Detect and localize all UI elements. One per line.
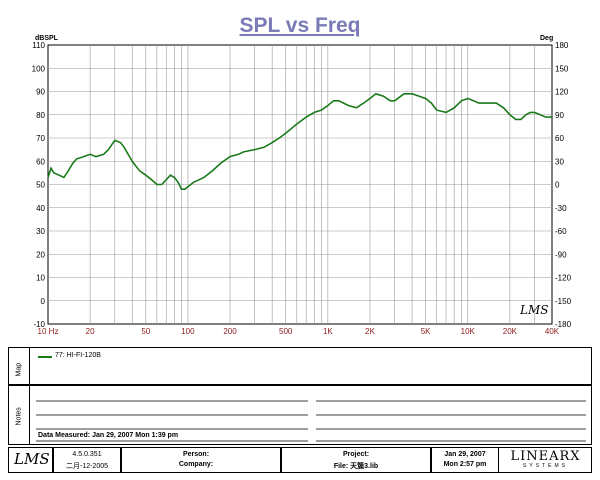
x-tick-label: 500 (279, 327, 293, 336)
footer-logo-cell (8, 447, 53, 473)
y-tick-label: 50 (36, 181, 45, 190)
legend-entry: 77: HI-FI-120B (55, 352, 101, 359)
map-label: Map (15, 362, 23, 377)
x-tick-label: 20 (86, 327, 95, 336)
y-tick-label: 90 (36, 88, 45, 97)
chart-title: SPL vs Freq (239, 14, 361, 37)
y-tick-label: 60 (36, 157, 45, 166)
x-tick-label: 1K (323, 327, 333, 336)
spl-plot: 1101009080706050403020100-10180150120906… (32, 41, 572, 336)
y2-tick-label: -180 (555, 320, 572, 329)
x-tick-label: 10 Hz (38, 327, 59, 336)
version: 4.5.0.351 (72, 451, 102, 458)
date-measured: Data Measured: Jan 29, 2007 Mon 1:39 pm (38, 432, 179, 439)
y-tick-label: 100 (32, 64, 46, 73)
x-tick-label: 20K (503, 327, 518, 336)
y2-tick-label: 60 (555, 134, 564, 143)
y2-tick-label: 180 (555, 41, 569, 50)
footer-date: Jan 29, 2007 (444, 451, 486, 458)
file-label: File: 天簇3.lib (333, 463, 379, 470)
y2-tick-label: -120 (555, 274, 572, 283)
y-right-unit: Deg (540, 35, 554, 42)
y2-tick-label: 150 (555, 64, 569, 73)
y-left-unit: dBSPL (35, 35, 58, 42)
x-tick-label: 10K (461, 327, 476, 336)
x-tick-label: 50 (141, 327, 150, 336)
y2-tick-label: 30 (555, 157, 564, 166)
legend-swatch (38, 356, 52, 358)
y-tick-label: 20 (36, 250, 45, 259)
notes-lines (36, 400, 586, 442)
version-cell (53, 447, 121, 473)
x-tick-label: 40K (545, 327, 560, 336)
x-tick-label: 200 (223, 327, 237, 336)
footer-time: Mon 2:57 pm (443, 461, 487, 468)
y-tick-label: 30 (36, 227, 45, 236)
project-cell (281, 447, 431, 473)
person-label: Person: (182, 451, 210, 458)
x-tick-label: 2K (365, 327, 375, 336)
x-tick-label: 100 (181, 327, 195, 336)
brand-sub: SYSTEMS (523, 463, 568, 469)
y-tick-label: 70 (36, 134, 45, 143)
y2-tick-label: -90 (555, 250, 567, 259)
y2-tick-label: 0 (555, 181, 560, 190)
y2-tick-label: 90 (555, 111, 564, 120)
y2-tick-label: -30 (555, 204, 567, 213)
y-tick-label: 0 (41, 297, 46, 306)
y-tick-label: 80 (36, 111, 45, 120)
y-tick-label: 110 (32, 41, 45, 50)
y2-tick-label: -150 (555, 297, 572, 306)
notes-side (8, 385, 30, 445)
spl-curve (47, 92, 552, 190)
y-tick-label: 40 (36, 204, 45, 213)
footer-logo: LMS (14, 450, 50, 468)
lms-watermark: LMS (520, 303, 549, 317)
legend-side (8, 347, 30, 385)
y2-tick-label: -60 (555, 227, 567, 236)
date-cell (431, 447, 499, 473)
brand-logo: LINEARX (510, 449, 581, 464)
y-tick-label: -10 (33, 320, 45, 329)
project-label: Project: (342, 451, 370, 458)
x-tick-label: 5K (421, 327, 431, 336)
version-date: 二月-12-2005 (65, 463, 109, 470)
company-label: Company: (178, 461, 214, 468)
notes-label: Notes (15, 407, 23, 426)
y-tick-label: 10 (36, 274, 45, 283)
person-cell (121, 447, 281, 473)
y2-tick-label: 120 (555, 88, 569, 97)
